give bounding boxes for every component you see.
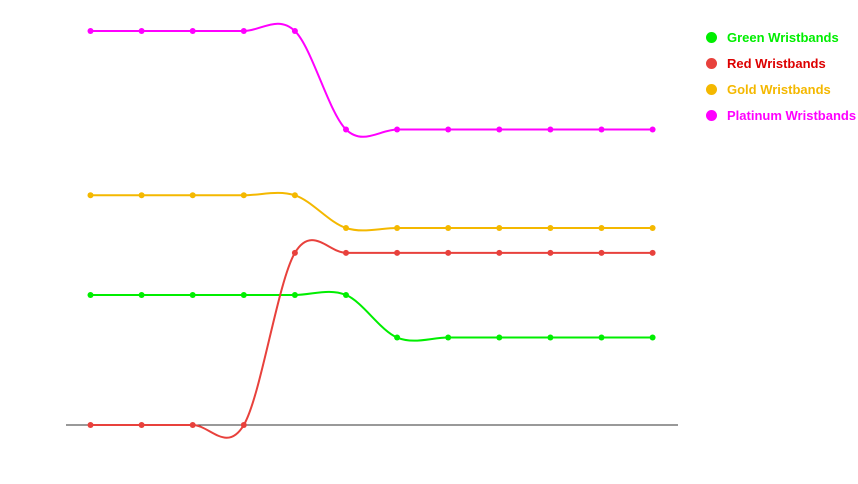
data-point-2-3[interactable] <box>240 192 247 199</box>
data-point-3-11[interactable] <box>649 126 656 133</box>
data-point-0-10[interactable] <box>598 334 605 341</box>
data-point-1-2[interactable] <box>189 422 196 428</box>
data-point-3-8[interactable] <box>496 126 503 133</box>
data-point-1-10[interactable] <box>598 249 605 256</box>
series-line-3 <box>90 22 653 138</box>
data-point-2-10[interactable] <box>598 225 605 231</box>
data-point-2-9[interactable] <box>547 225 554 231</box>
series-1 <box>87 239 656 439</box>
data-point-0-6[interactable] <box>394 334 401 341</box>
series-0 <box>87 290 656 342</box>
data-point-3-5[interactable] <box>343 126 349 133</box>
data-point-1-6[interactable] <box>394 249 401 256</box>
data-point-2-11[interactable] <box>649 225 656 231</box>
data-point-1-5[interactable] <box>343 249 349 256</box>
legend-label-gold: Gold Wristbands <box>727 81 831 97</box>
data-point-1-9[interactable] <box>547 249 554 256</box>
data-point-0-4[interactable] <box>291 291 298 298</box>
legend-item-red[interactable]: Red Wristbands <box>706 50 856 76</box>
legend-item-platinum[interactable]: Platinum Wristbands <box>706 102 856 128</box>
data-point-1-1[interactable] <box>138 422 145 428</box>
legend-label-green: Green Wristbands <box>727 29 839 45</box>
legend: Green Wristbands Red Wristbands Gold Wri… <box>706 24 856 128</box>
data-point-0-11[interactable] <box>649 334 656 341</box>
data-point-2-6[interactable] <box>394 225 401 231</box>
legend-item-green[interactable]: Green Wristbands <box>706 24 856 50</box>
data-point-0-1[interactable] <box>138 291 145 298</box>
data-point-0-5[interactable] <box>343 291 349 298</box>
data-point-1-0[interactable] <box>87 422 94 428</box>
data-point-0-8[interactable] <box>496 334 503 341</box>
data-point-3-1[interactable] <box>138 28 145 34</box>
data-point-0-9[interactable] <box>547 334 554 341</box>
series-line-0 <box>90 290 653 342</box>
legend-label-platinum: Platinum Wristbands <box>727 107 857 123</box>
series-2 <box>87 191 656 232</box>
data-point-3-9[interactable] <box>547 126 554 133</box>
series-layer <box>87 22 656 439</box>
data-point-2-7[interactable] <box>445 225 452 231</box>
series-line-1 <box>90 239 653 439</box>
legend-marker-gold <box>706 83 717 95</box>
data-point-2-0[interactable] <box>87 192 94 199</box>
data-point-3-6[interactable] <box>394 126 401 133</box>
data-point-0-3[interactable] <box>240 291 247 298</box>
data-point-2-1[interactable] <box>138 192 145 199</box>
legend-label-red: Red Wristbands <box>727 55 826 71</box>
legend-item-gold[interactable]: Gold Wristbands <box>706 76 856 102</box>
data-point-2-5[interactable] <box>343 225 349 231</box>
data-point-1-3[interactable] <box>240 422 247 428</box>
data-point-2-4[interactable] <box>291 192 298 199</box>
legend-marker-platinum <box>706 109 717 121</box>
data-point-0-7[interactable] <box>445 334 452 341</box>
data-point-2-8[interactable] <box>496 225 503 231</box>
data-point-1-4[interactable] <box>291 249 298 256</box>
data-point-3-3[interactable] <box>240 28 247 34</box>
data-point-1-7[interactable] <box>445 249 452 256</box>
series-3 <box>87 22 656 138</box>
series-line-2 <box>90 191 653 232</box>
legend-marker-red <box>706 57 717 69</box>
data-point-0-0[interactable] <box>87 291 94 298</box>
data-point-3-4[interactable] <box>291 28 298 34</box>
legend-marker-green <box>706 31 717 43</box>
data-point-2-2[interactable] <box>189 192 196 199</box>
data-point-1-8[interactable] <box>496 249 503 256</box>
data-point-3-0[interactable] <box>87 28 94 34</box>
data-point-3-7[interactable] <box>445 126 452 133</box>
data-point-1-11[interactable] <box>649 249 656 256</box>
data-point-3-10[interactable] <box>598 126 605 133</box>
data-point-3-2[interactable] <box>189 28 196 34</box>
data-point-0-2[interactable] <box>189 291 196 298</box>
